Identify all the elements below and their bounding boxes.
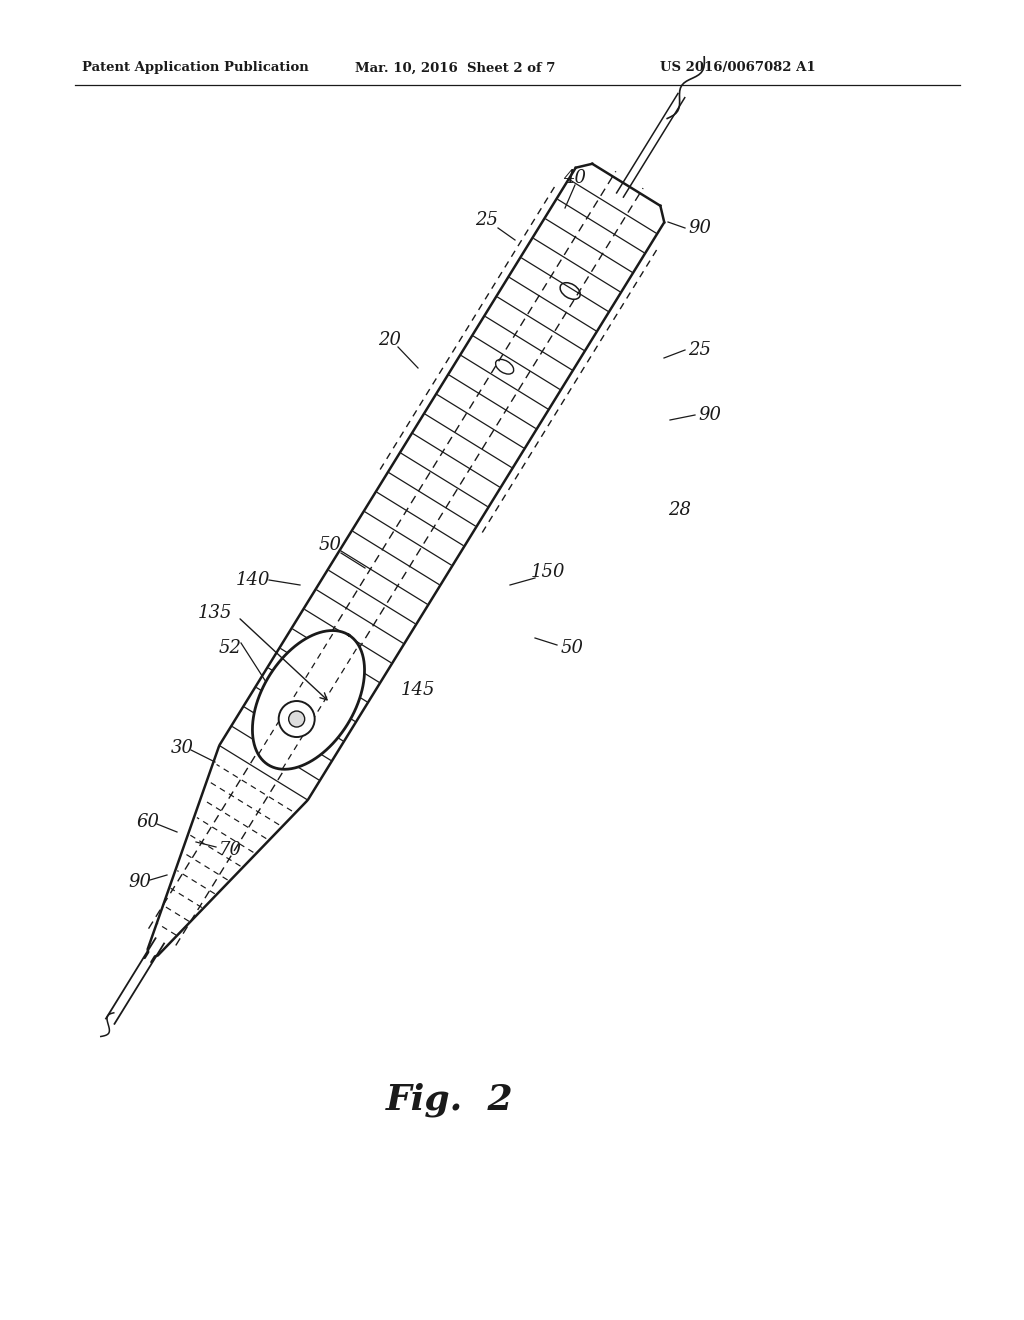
Text: 90: 90 [688, 219, 712, 238]
Circle shape [279, 701, 314, 737]
Text: 60: 60 [136, 813, 160, 832]
Text: 50: 50 [318, 536, 341, 554]
Text: 20: 20 [379, 331, 401, 348]
Text: 70: 70 [218, 841, 242, 859]
Text: 140: 140 [236, 572, 270, 589]
Text: 145: 145 [400, 681, 435, 700]
Text: 28: 28 [669, 502, 691, 519]
Polygon shape [253, 631, 365, 770]
Text: 25: 25 [475, 211, 499, 228]
Text: 40: 40 [563, 169, 587, 187]
Circle shape [289, 711, 305, 727]
Text: 150: 150 [530, 564, 565, 581]
Text: 25: 25 [688, 341, 712, 359]
Text: 30: 30 [171, 739, 194, 756]
Text: 90: 90 [128, 873, 152, 891]
Text: US 2016/0067082 A1: US 2016/0067082 A1 [660, 62, 816, 74]
Text: Mar. 10, 2016  Sheet 2 of 7: Mar. 10, 2016 Sheet 2 of 7 [355, 62, 555, 74]
Text: 135: 135 [198, 605, 232, 622]
Text: Patent Application Publication: Patent Application Publication [82, 62, 309, 74]
Text: Fig.  2: Fig. 2 [386, 1082, 514, 1117]
Text: 50: 50 [560, 639, 584, 657]
Text: 90: 90 [698, 407, 722, 424]
Text: 52: 52 [218, 639, 242, 657]
